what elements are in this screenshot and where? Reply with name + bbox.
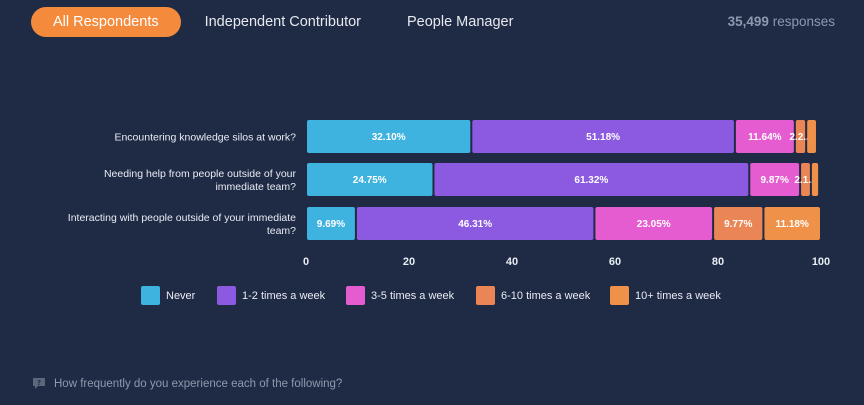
legend-label: 1-2 times a week [242,290,326,302]
bar-segment [307,163,433,196]
survey-question-text: How frequently do you experience each of… [54,377,343,390]
data-label: 24.75% [353,175,387,186]
category-label: Encountering knowledge silos at work? [114,132,296,144]
data-label: 11.64% [748,132,781,143]
bar-segment [472,120,734,153]
data-label: 46.31% [458,219,492,230]
legend-swatch [141,286,160,305]
legend-swatch [346,286,365,305]
bar-segment [714,207,763,240]
data-label: 9.87% [760,175,788,186]
response-count-value: 35,499 [727,14,769,29]
bar-segment [595,207,713,240]
survey-question: ? How frequently do you experience each … [32,377,342,390]
legend-swatch [610,286,629,305]
bar-segment [434,163,749,196]
tab-independent-contributor[interactable]: Independent Contributor [204,14,361,30]
chat-question-icon: ? [33,378,45,389]
data-label: 2.2... [789,132,811,143]
legend-label: 10+ times a week [635,290,721,302]
legend-label: 6-10 times a week [501,290,591,302]
tab-people-manager[interactable]: People Manager [407,14,514,30]
x-tick-label: 40 [506,256,518,268]
response-count-label: responses [772,14,835,29]
legend-swatch [217,286,236,305]
legend-label: 3-5 times a week [371,290,455,302]
category-label: Needing help from people outside of your… [104,168,297,193]
data-label: 11.18% [776,219,809,230]
bar-segment [811,163,819,196]
data-label: 23.05% [637,219,671,230]
bar-segment [801,163,810,196]
x-tick-label: 80 [712,256,724,268]
bar-segment [307,207,355,240]
bar-segment [750,163,800,196]
data-label: 9.69% [317,219,345,230]
x-tick-label: 0 [303,256,309,268]
category-label: Interacting with people outside of your … [68,212,296,237]
x-tick-label: 60 [609,256,621,268]
svg-text:?: ? [37,379,41,387]
legend-swatch [476,286,495,305]
x-tick-label: 20 [403,256,415,268]
legend-label: Never [166,290,196,302]
bar-segment [764,207,820,240]
bar-segment [795,120,806,153]
data-label: 32.10% [372,132,406,143]
respondent-tabs: All Respondents Independent Contributor … [31,7,537,37]
x-tick-label: 100 [812,256,830,268]
data-label: 61.32% [574,175,608,186]
bar-segment [307,120,471,153]
bar-segment [735,120,794,153]
data-label: 9.77% [724,219,752,230]
tab-all-respondents[interactable]: All Respondents [31,7,181,37]
response-count: 35,499 responses [728,14,835,29]
data-label: 51.18% [586,132,620,143]
bar-segment [356,207,594,240]
data-label: 2.1... [794,175,816,186]
bar-segment [807,120,816,153]
